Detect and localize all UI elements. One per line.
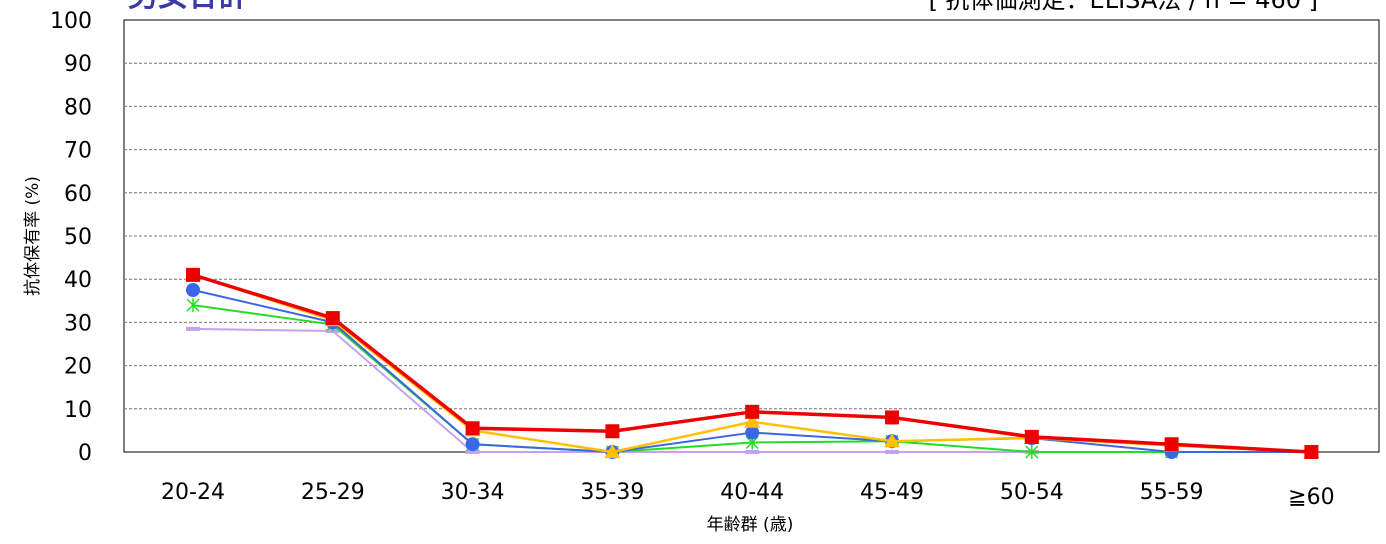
data-point xyxy=(186,326,200,331)
y-tick-label: 50 xyxy=(64,225,92,250)
data-point xyxy=(745,425,760,440)
x-tick-label: 45-49 xyxy=(860,480,924,505)
y-tick-label: 30 xyxy=(64,311,92,336)
data-point xyxy=(1025,445,1039,459)
data-point xyxy=(745,404,760,419)
y-tick-label: 60 xyxy=(64,182,92,207)
data-point xyxy=(465,421,480,436)
data-point xyxy=(604,444,621,458)
x-axis-label: 年齢群 (歳) xyxy=(707,515,794,535)
x-tick-label: ≧60 xyxy=(1288,485,1334,510)
y-tick-label: 100 xyxy=(50,9,92,34)
data-point xyxy=(885,410,899,425)
data-point xyxy=(325,311,340,326)
data-point xyxy=(1024,429,1039,444)
x-tick-label: 30-34 xyxy=(441,480,505,505)
series-square xyxy=(186,267,1319,459)
data-point xyxy=(605,424,620,439)
method-note: [ 抗体価測定：ELISA法 / n = 460 ] xyxy=(929,0,1318,14)
y-tick-labels: 0 10 20 30 40 50 60 70 80 90 100 xyxy=(50,9,92,466)
x-tick-label: 20-24 xyxy=(161,480,225,505)
series-group xyxy=(185,266,1320,459)
y-tick-label: 70 xyxy=(64,139,92,164)
data-point xyxy=(465,450,480,454)
x-tick-label: 50-54 xyxy=(1000,480,1064,505)
x-tick-label: 35-39 xyxy=(580,480,644,505)
data-point xyxy=(186,267,200,282)
data-point xyxy=(745,450,760,454)
chart-title: 男女合計 xyxy=(128,0,248,14)
y-tick-label: 10 xyxy=(64,398,92,423)
y-axis-label: 抗体保有率 (%) xyxy=(23,176,43,296)
data-point xyxy=(885,450,899,454)
data-point xyxy=(186,283,200,297)
data-point xyxy=(1304,445,1319,459)
y-tick-label: 20 xyxy=(64,355,92,380)
y-tick-label: 90 xyxy=(64,52,92,77)
data-point xyxy=(744,413,761,428)
data-point xyxy=(1164,437,1179,452)
y-tick-label: 40 xyxy=(64,268,92,293)
x-tick-label: 25-29 xyxy=(301,480,365,505)
data-point xyxy=(465,437,480,452)
x-tick-label: 55-59 xyxy=(1140,480,1204,505)
data-point xyxy=(186,298,200,313)
y-tick-label: 0 xyxy=(78,441,92,466)
data-point xyxy=(884,433,900,448)
x-tick-label: 40-44 xyxy=(720,480,784,505)
y-tick-label: 80 xyxy=(64,95,92,120)
x-tick-labels: 20-24 25-29 30-34 35-39 40-44 45-49 50-54 55-59… xyxy=(161,480,1335,510)
